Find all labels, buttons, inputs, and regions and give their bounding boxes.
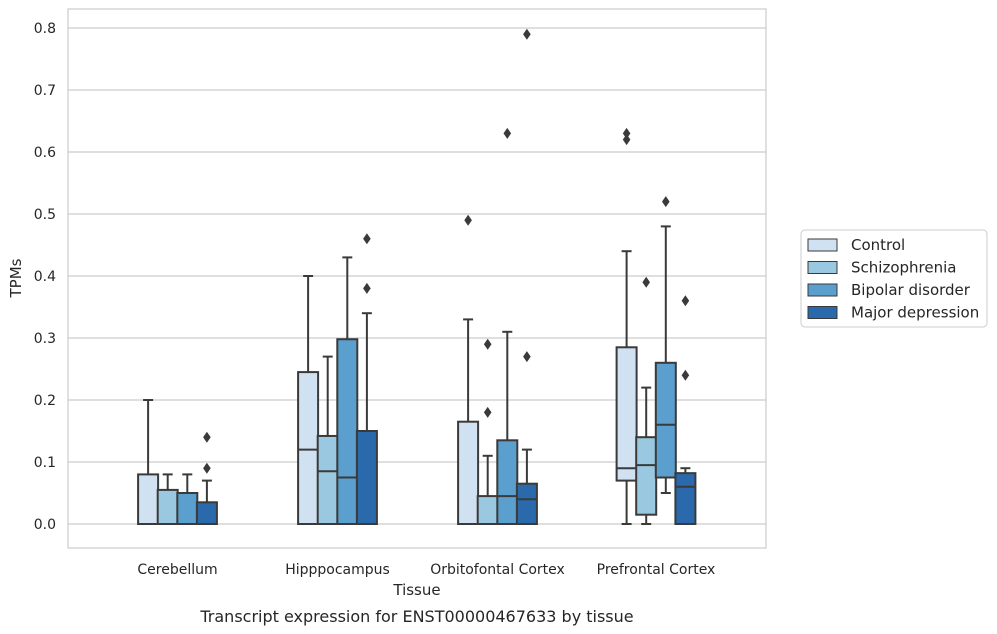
- legend-label: Schizophrenia: [851, 259, 956, 277]
- x-axis-label: Tissue: [392, 581, 440, 599]
- y-tick-label: 0.7: [34, 83, 56, 99]
- x-tick-label: Cerebellum: [137, 562, 217, 578]
- box-schizophrenia: [476, 338, 499, 526]
- chart-caption: Transcript expression for ENST0000046763…: [199, 607, 633, 626]
- box-body: [635, 436, 658, 516]
- legend-label: Major depression: [851, 304, 979, 322]
- box-bipolar-disorder: [496, 127, 519, 525]
- box-body: [195, 501, 218, 525]
- box-groups: [137, 28, 697, 526]
- box-schizophrenia: [635, 276, 658, 525]
- legend-swatch: [807, 238, 838, 252]
- y-tick-label: 0.6: [34, 145, 56, 161]
- outlier-point: [662, 196, 670, 208]
- legend-label: Bipolar disorder: [851, 281, 971, 299]
- outlier-point: [622, 134, 631, 146]
- y-tick-label: 0.4: [34, 269, 56, 285]
- x-tick-label: Orbitofontal Cortex: [430, 562, 565, 578]
- outlier-point: [363, 282, 371, 294]
- box-control: [615, 127, 638, 525]
- outlier-point: [681, 295, 690, 307]
- box-body: [176, 492, 199, 525]
- outlier-point: [464, 214, 472, 226]
- box-bipolar-disorder: [654, 196, 677, 494]
- box-body: [156, 488, 179, 525]
- x-tick-labels: Cerebellum Hipppocampus Orbitofontal Corte…: [137, 562, 715, 578]
- box-body: [496, 439, 519, 525]
- legend-frame: [800, 229, 988, 328]
- outlier-point: [523, 28, 531, 40]
- x-tick-label: Hipppocampus: [285, 562, 390, 578]
- legend: Control Schizophrenia Bipolar disorder Majo…: [800, 229, 988, 328]
- box-body: [515, 482, 538, 526]
- box-bipolar-disorder: [176, 473, 199, 525]
- outlier-point: [483, 338, 492, 350]
- y-tick-label: 0.3: [34, 331, 56, 347]
- legend-label: Control: [851, 236, 905, 254]
- box-body: [457, 420, 480, 526]
- box-body: [355, 430, 378, 525]
- outlier-point: [483, 406, 492, 418]
- box-major-depression: [195, 431, 218, 525]
- box-schizophrenia: [156, 473, 179, 525]
- box-body: [615, 346, 638, 482]
- box-control: [297, 275, 320, 525]
- box-body: [476, 495, 499, 526]
- box-body: [336, 338, 359, 525]
- box-body: [674, 472, 697, 526]
- box-schizophrenia: [316, 355, 339, 525]
- outlier-point: [503, 127, 512, 139]
- y-axis-label: TPMs: [7, 258, 25, 298]
- grid-lines: [68, 27, 766, 525]
- y-tick-labels: 0.0 0.1 0.2 0.3 0.4 0.5 0.6 0.7 0.8: [34, 21, 56, 533]
- box-body: [137, 473, 160, 525]
- outlier-point: [363, 233, 371, 245]
- plot-frame: [67, 8, 767, 549]
- box-major-depression: [515, 28, 538, 526]
- outlier-point: [203, 431, 211, 443]
- box-bipolar-disorder: [336, 256, 359, 525]
- box-major-depression: [674, 295, 697, 526]
- y-tick-label: 0.8: [34, 21, 56, 37]
- box-body: [297, 371, 320, 525]
- legend-swatch: [807, 283, 838, 297]
- outlier-point: [642, 276, 650, 288]
- outlier-point: [203, 462, 211, 474]
- y-tick-label: 0.2: [34, 393, 56, 409]
- y-tick-label: 0.0: [34, 517, 56, 533]
- outlier-point: [523, 351, 531, 363]
- y-tick-label: 0.1: [34, 455, 56, 471]
- box-control: [137, 399, 160, 525]
- y-tick-label: 0.5: [34, 207, 56, 223]
- legend-swatch: [807, 306, 838, 319]
- box-body: [654, 361, 677, 479]
- box-control: [457, 214, 480, 526]
- x-tick-label: Prefrontal Cortex: [597, 562, 716, 578]
- outlier-point: [622, 127, 631, 139]
- box-major-depression: [355, 233, 378, 525]
- legend-swatch: [807, 261, 838, 274]
- outlier-point: [681, 369, 690, 381]
- box-body: [316, 434, 339, 525]
